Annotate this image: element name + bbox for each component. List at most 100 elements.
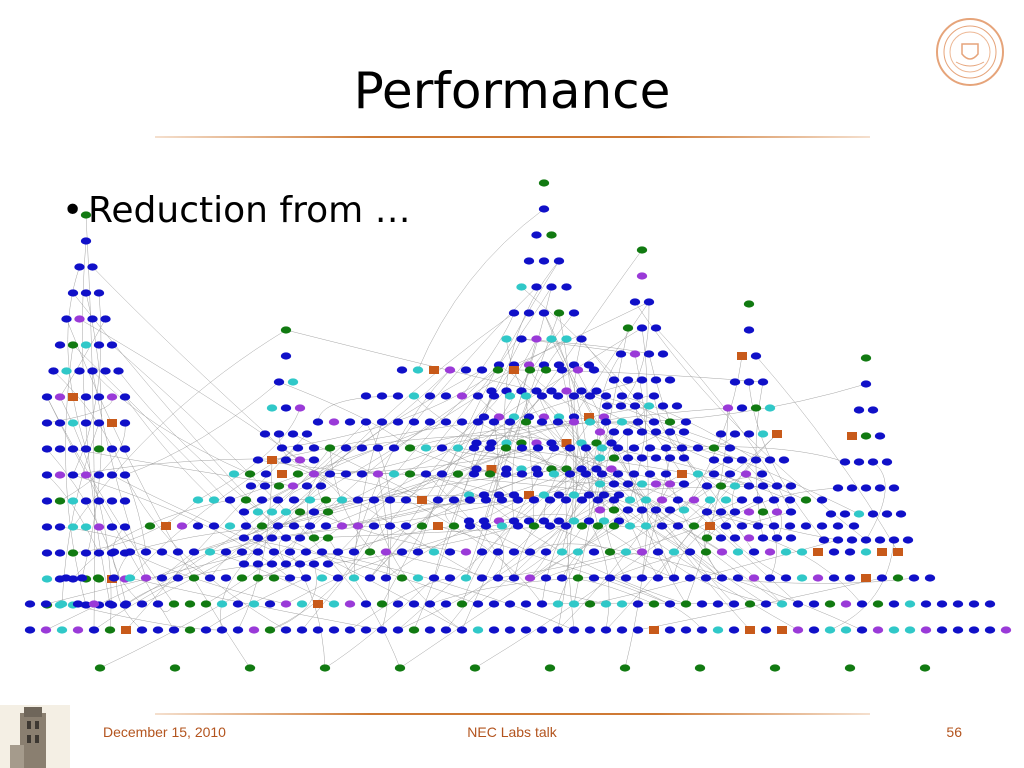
graph-node bbox=[644, 470, 656, 478]
graph-node bbox=[136, 626, 148, 634]
graph-node bbox=[636, 454, 648, 462]
graph-node bbox=[509, 366, 519, 374]
graph-node bbox=[632, 600, 644, 608]
graph-edge bbox=[243, 395, 479, 539]
graph-node bbox=[844, 664, 856, 672]
graph-node bbox=[784, 522, 796, 530]
graph-edge bbox=[657, 459, 757, 579]
graph-node bbox=[416, 522, 428, 530]
graph-node bbox=[648, 392, 660, 400]
graph-node bbox=[248, 626, 260, 634]
graph-node bbox=[968, 626, 980, 634]
graph-edge bbox=[405, 499, 543, 605]
graph-node bbox=[520, 418, 532, 426]
graph-node bbox=[652, 548, 664, 556]
graph-node bbox=[484, 470, 496, 478]
graph-node bbox=[500, 470, 512, 478]
graph-node bbox=[188, 548, 200, 556]
graph-edge bbox=[124, 525, 311, 554]
graph-node bbox=[544, 522, 556, 530]
graph-node bbox=[456, 626, 468, 634]
graph-edge bbox=[513, 369, 764, 383]
graph-node bbox=[204, 574, 216, 582]
graph-node bbox=[273, 482, 285, 490]
graph-node bbox=[764, 404, 776, 412]
graph-node bbox=[436, 444, 448, 452]
graph-node bbox=[324, 444, 336, 452]
graph-node bbox=[352, 496, 364, 504]
graph-edge bbox=[706, 487, 839, 539]
graph-node bbox=[860, 548, 872, 556]
graph-edge bbox=[541, 473, 603, 605]
graph-node bbox=[188, 574, 200, 582]
graph-node bbox=[40, 600, 52, 608]
graph-node bbox=[588, 366, 600, 374]
graph-node bbox=[568, 309, 580, 317]
graph-node bbox=[440, 418, 452, 426]
graph-node bbox=[76, 574, 88, 582]
graph-node bbox=[636, 548, 648, 556]
graph-edge bbox=[557, 312, 575, 631]
graph-node bbox=[904, 626, 916, 634]
graph-node bbox=[594, 454, 606, 462]
graph-node bbox=[546, 387, 557, 395]
graph-node bbox=[743, 326, 755, 334]
graph-node bbox=[156, 548, 168, 556]
graph-node bbox=[408, 600, 420, 608]
graph-node bbox=[701, 508, 713, 516]
graph-node bbox=[657, 402, 669, 410]
graph-node bbox=[284, 574, 296, 582]
graph-node bbox=[161, 522, 171, 530]
graph-node bbox=[538, 257, 550, 265]
graph-node bbox=[316, 548, 328, 556]
graph-node bbox=[252, 508, 264, 516]
graph-node bbox=[680, 600, 692, 608]
graph-edge bbox=[429, 576, 675, 605]
graph-node bbox=[888, 626, 900, 634]
graph-node bbox=[24, 600, 36, 608]
graph-node bbox=[764, 548, 776, 556]
graph-node bbox=[832, 484, 844, 492]
graph-node bbox=[436, 470, 448, 478]
graph-node bbox=[792, 626, 804, 634]
graph-node bbox=[748, 548, 760, 556]
graph-node bbox=[80, 341, 92, 349]
graph-node bbox=[856, 626, 868, 634]
graph-node bbox=[172, 548, 184, 556]
graph-node bbox=[396, 366, 408, 374]
graph-node bbox=[729, 508, 741, 516]
graph-node bbox=[294, 534, 306, 542]
graph-node bbox=[433, 522, 443, 530]
graph-edge bbox=[461, 468, 582, 605]
graph-node bbox=[54, 419, 66, 427]
graph-node bbox=[252, 548, 264, 556]
graph-node bbox=[757, 430, 769, 438]
graph-node bbox=[608, 506, 620, 514]
graph-edge bbox=[373, 499, 463, 631]
graph-edge bbox=[669, 431, 860, 515]
graph-node bbox=[818, 536, 830, 544]
graph-node bbox=[67, 471, 79, 479]
graph-node bbox=[41, 523, 53, 531]
graph-node bbox=[54, 341, 66, 349]
graph-edge bbox=[581, 338, 683, 475]
graph-edge bbox=[373, 421, 575, 501]
graph-node bbox=[322, 508, 334, 516]
graph-edge bbox=[269, 563, 317, 631]
graph-node bbox=[538, 205, 550, 213]
graph-node bbox=[584, 600, 596, 608]
graph-node bbox=[80, 497, 92, 505]
graph-node bbox=[743, 378, 755, 386]
graph-node bbox=[808, 626, 820, 634]
graph-node bbox=[240, 522, 252, 530]
graph-edge bbox=[373, 499, 519, 505]
graph-edge bbox=[755, 355, 899, 553]
graph-node bbox=[847, 432, 857, 440]
graph-node bbox=[280, 534, 292, 542]
graph-node bbox=[680, 418, 692, 426]
graph-node bbox=[496, 522, 508, 530]
graph-node bbox=[520, 626, 532, 634]
graph-edge bbox=[66, 318, 251, 669]
graph-edge bbox=[317, 395, 399, 423]
graph-node bbox=[867, 406, 879, 414]
